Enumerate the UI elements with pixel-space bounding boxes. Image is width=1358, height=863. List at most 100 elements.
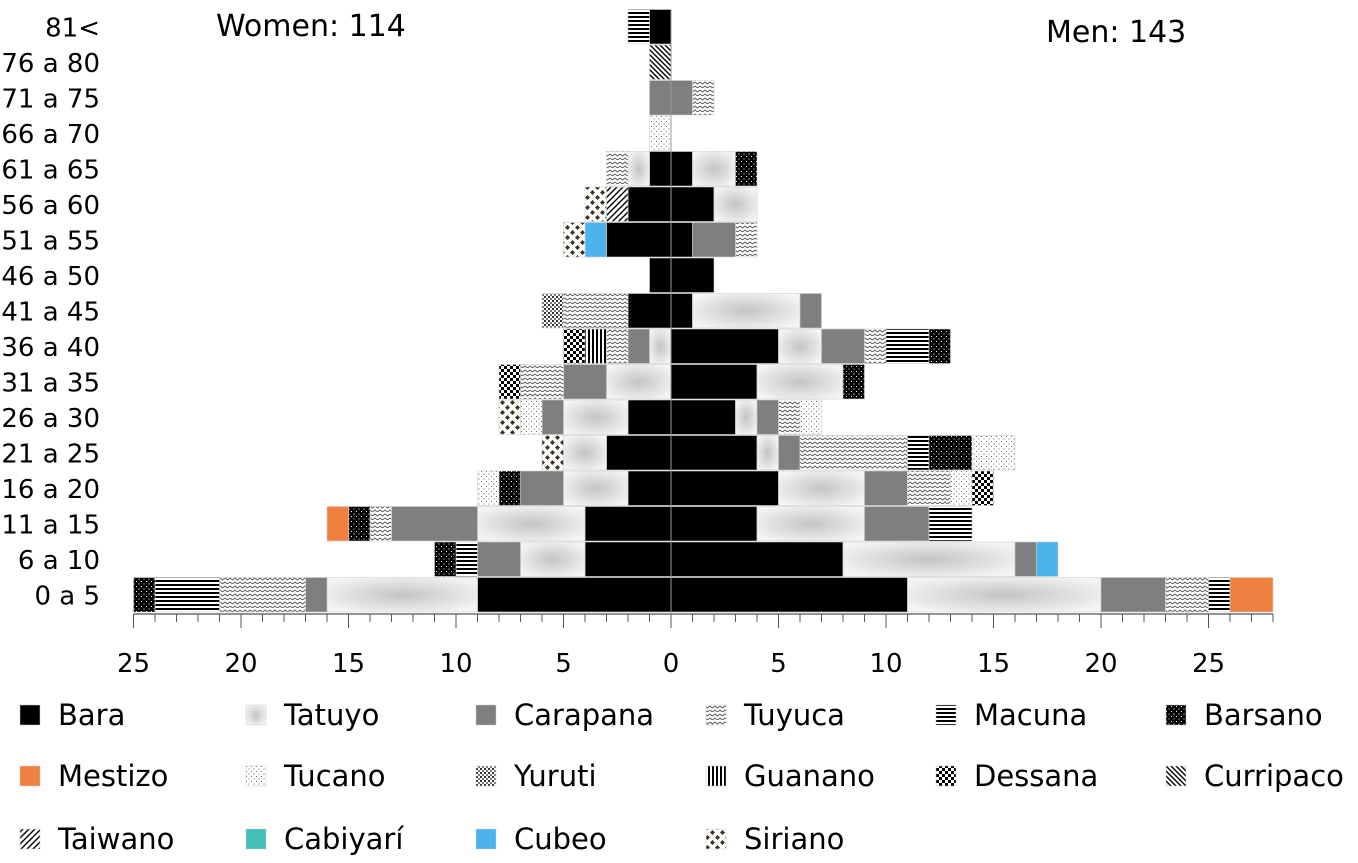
legend-swatch-taiwano bbox=[19, 828, 41, 850]
bar-women-bara-3 bbox=[627, 470, 672, 506]
legend-swatch-yuruti bbox=[475, 765, 497, 787]
age-label-10: 51 a 55 bbox=[1, 226, 100, 256]
bar-men-bara-6 bbox=[670, 364, 758, 400]
age-label-4: 21 a 25 bbox=[1, 439, 100, 469]
bar-women-siriano-10 bbox=[563, 222, 586, 258]
x-tick-label: 10 bbox=[439, 649, 472, 679]
bar-men-macuna-4 bbox=[907, 435, 930, 471]
bar-women-barsano-0 bbox=[133, 577, 156, 613]
bar-women-tatuyo-1 bbox=[520, 541, 586, 577]
bar-women-siriano-5 bbox=[498, 399, 521, 435]
bar-women-bara-4 bbox=[606, 435, 672, 471]
bar-men-tuyuca-14 bbox=[692, 80, 715, 116]
bar-men-carapana-2 bbox=[864, 506, 930, 542]
men-total-title: Men: 143 bbox=[1046, 15, 1186, 50]
x-tick-label: 25 bbox=[1192, 649, 1225, 679]
bar-men-bara-2 bbox=[670, 506, 758, 542]
legend-swatch-siriano bbox=[705, 828, 727, 850]
bar-men-macuna-2 bbox=[928, 506, 973, 542]
legend-label-yuruti: Yuruti bbox=[513, 759, 597, 793]
x-tick-label: 20 bbox=[1084, 649, 1117, 679]
bar-men-tuyuca-0 bbox=[1165, 577, 1209, 613]
age-label-0: 0 a 5 bbox=[34, 581, 100, 611]
bar-women-bara-11 bbox=[627, 186, 672, 222]
legend-label-tuyuca: Tuyuca bbox=[743, 698, 845, 732]
bar-women-tucano-5 bbox=[520, 399, 543, 435]
bar-women-carapana-1 bbox=[477, 541, 521, 577]
x-tick-label: 5 bbox=[555, 649, 572, 679]
age-label-12: 61 a 65 bbox=[1, 155, 100, 185]
bar-men-tatuyo-12 bbox=[692, 151, 736, 187]
bar-women-siriano-11 bbox=[584, 186, 607, 222]
bar-women-tucano-13 bbox=[649, 115, 672, 151]
age-label-5: 26 a 30 bbox=[1, 404, 100, 434]
legend-swatch-guanano bbox=[705, 765, 727, 787]
bar-women-barsano-1 bbox=[434, 541, 457, 577]
bar-men-bara-8 bbox=[670, 293, 693, 329]
legend-label-cabiyari: Cabiyarí bbox=[284, 822, 404, 856]
bar-men-carapana-5 bbox=[756, 399, 779, 435]
legend-swatch-tucano bbox=[245, 765, 267, 787]
bar-men-carapana-10 bbox=[692, 222, 736, 258]
bar-women-tuyuca-0 bbox=[219, 577, 306, 613]
legend-label-mestizo: Mestizo bbox=[58, 759, 168, 793]
legend-label-guanano: Guanano bbox=[744, 759, 875, 793]
legend-swatch-barsano bbox=[1165, 704, 1187, 726]
bar-men-tatuyo-3 bbox=[778, 470, 865, 506]
bar-women-tatuyo-5 bbox=[563, 399, 629, 435]
bar-women-tatuyo-7 bbox=[649, 328, 672, 364]
bar-women-yuruti-8 bbox=[541, 293, 564, 329]
age-label-14: 71 a 75 bbox=[1, 84, 100, 114]
bar-women-barsano-3 bbox=[498, 470, 521, 506]
legend-label-siriano: Siriano bbox=[744, 822, 844, 856]
x-tick-label: 15 bbox=[332, 649, 365, 679]
bar-women-tatuyo-12 bbox=[627, 151, 650, 187]
legend-swatch-cubeo bbox=[475, 828, 497, 850]
bar-women-macuna-1 bbox=[455, 541, 478, 577]
bar-women-tatuyo-6 bbox=[606, 364, 672, 400]
bar-women-bara-1 bbox=[584, 541, 672, 577]
age-label-1: 6 a 10 bbox=[18, 546, 100, 576]
bar-men-tuyuca-10 bbox=[735, 222, 758, 258]
bar-men-bara-0 bbox=[670, 577, 908, 613]
bar-women-tuyuca-8 bbox=[563, 293, 629, 329]
bar-women-cubeo-10 bbox=[584, 222, 607, 258]
bar-women-tuyuca-7 bbox=[606, 328, 629, 364]
bar-men-tuyuca-5 bbox=[778, 399, 801, 435]
bar-women-bara-0 bbox=[477, 577, 672, 613]
bar-women-bara-5 bbox=[627, 399, 672, 435]
bar-women-carapana-2 bbox=[391, 506, 478, 542]
bar-men-tatuyo-11 bbox=[713, 186, 758, 222]
bar-women-barsano-2 bbox=[348, 506, 371, 542]
x-tick-label: 15 bbox=[977, 649, 1010, 679]
bar-men-carapana-8 bbox=[799, 293, 822, 329]
bar-men-bara-5 bbox=[670, 399, 736, 435]
bar-men-tatuyo-5 bbox=[735, 399, 758, 435]
bar-women-carapana-0 bbox=[305, 577, 328, 613]
bar-men-tatuyo-4 bbox=[756, 435, 779, 471]
bar-men-carapana-7 bbox=[821, 328, 865, 364]
bar-men-bara-11 bbox=[670, 186, 715, 222]
bar-women-bara-10 bbox=[606, 222, 672, 258]
bar-men-cubeo-1 bbox=[1036, 541, 1059, 577]
legend-label-curripaco: Curripaco bbox=[1204, 759, 1344, 793]
bar-men-bara-9 bbox=[670, 257, 715, 293]
age-group-labels: 0 a 5 6 a 10 11 a 15 16 a 20 21 a 25 26 a 30 3… bbox=[1, 13, 100, 611]
legend-swatch-tuyuca bbox=[705, 704, 727, 726]
legend-swatch-tatuyo bbox=[245, 704, 267, 726]
bar-men-macuna-7 bbox=[885, 328, 930, 364]
bar-men-tucano-4 bbox=[971, 435, 1016, 471]
bar-men-tatuyo-1 bbox=[842, 541, 1016, 577]
bar-women-bara-8 bbox=[627, 293, 672, 329]
bar-women-macuna-16 bbox=[627, 9, 650, 45]
bar-men-bara-1 bbox=[670, 541, 844, 577]
bar-women-bara-12 bbox=[649, 151, 672, 187]
age-label-15: 76 a 80 bbox=[1, 49, 100, 79]
bar-women-guanano-7 bbox=[584, 328, 607, 364]
bar-women-tatuyo-0 bbox=[326, 577, 478, 613]
bar-men-tatuyo-8 bbox=[692, 293, 801, 329]
x-tick-label: 25 bbox=[117, 649, 150, 679]
bar-women-tucano-3 bbox=[477, 470, 500, 506]
bar-men-tatuyo-0 bbox=[907, 577, 1102, 613]
legend-label-tatuyo: Tatuyo bbox=[283, 698, 379, 732]
